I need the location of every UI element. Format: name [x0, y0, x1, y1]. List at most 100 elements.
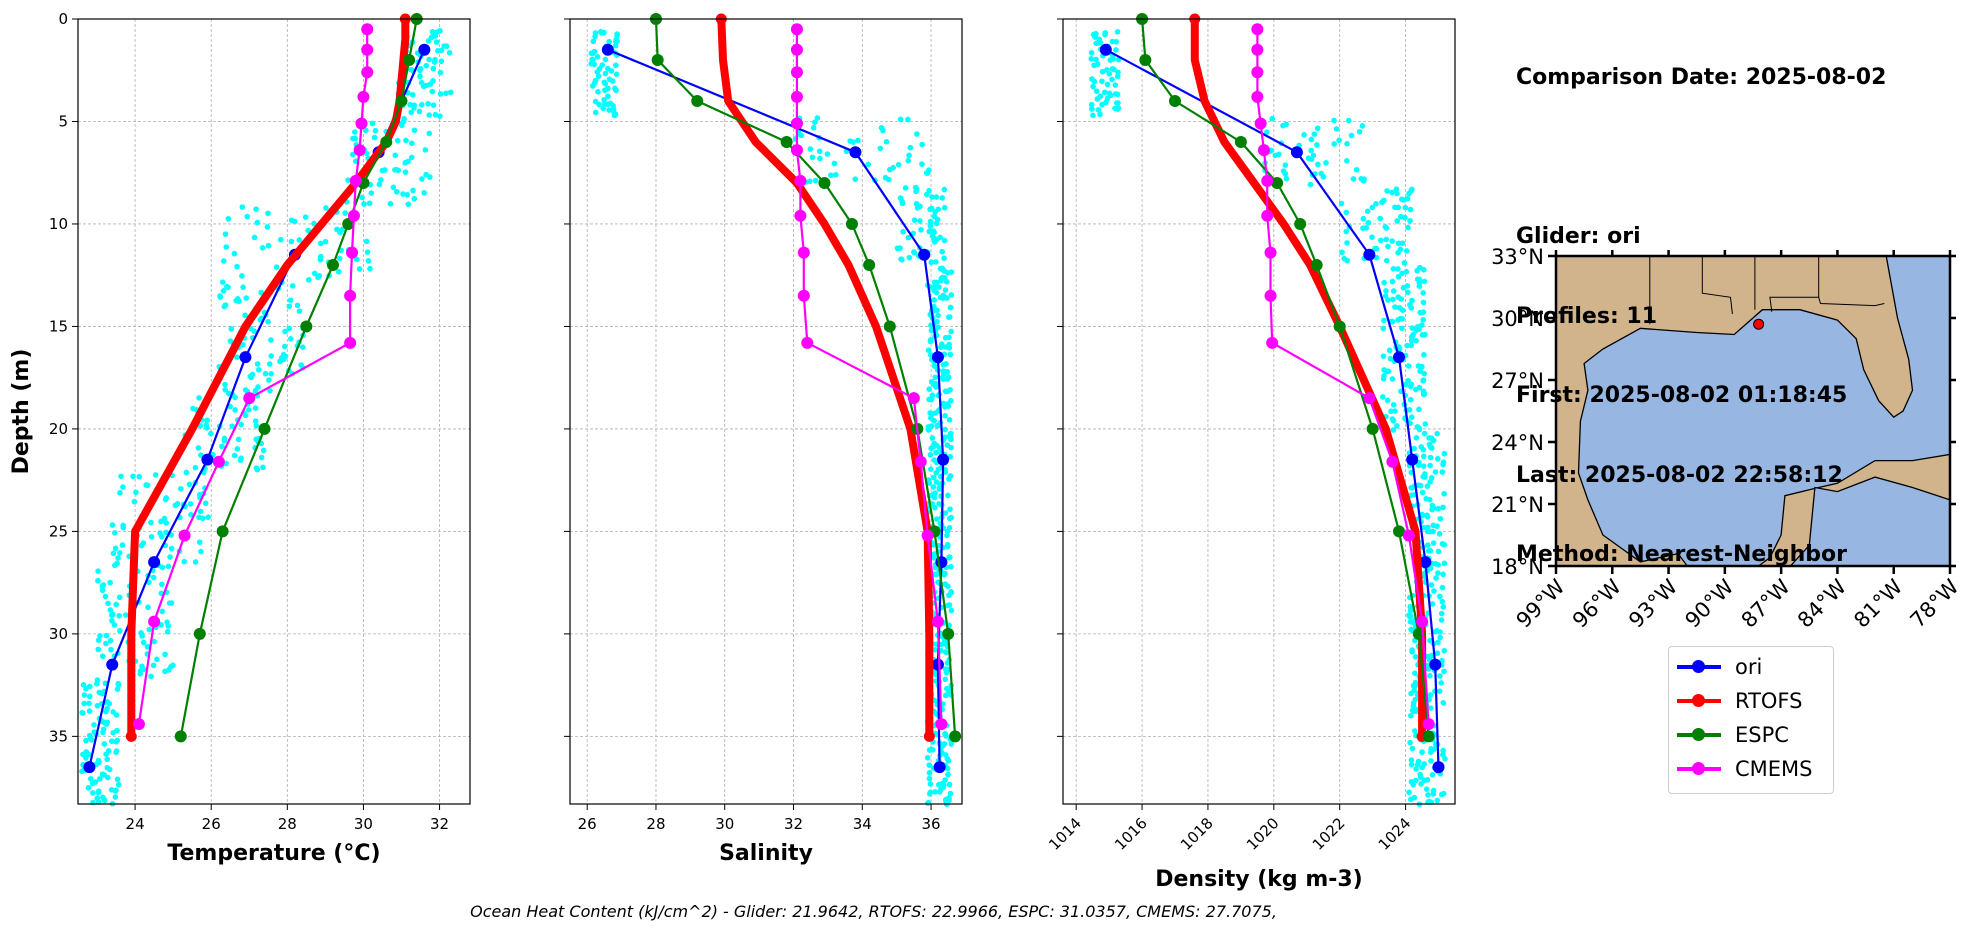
last-time: Last: 2025-08-02 22:58:12 — [1516, 462, 1843, 488]
glider-obs-point — [437, 69, 444, 76]
glider-obs-point — [365, 258, 372, 264]
glider-obs-point — [253, 206, 259, 212]
glider-obs-point — [403, 137, 409, 144]
data-point — [216, 525, 229, 538]
data-point — [937, 453, 950, 466]
glider-obs-point — [1331, 141, 1337, 147]
glider-obs-point — [120, 522, 126, 529]
glider-obs-point — [1393, 186, 1400, 193]
glider-obs-point — [1419, 764, 1425, 771]
glider-obs-point — [163, 520, 170, 526]
data-point — [1271, 176, 1284, 189]
glider-obs-point — [1419, 749, 1425, 755]
data-point — [1251, 90, 1264, 103]
glider-obs-point — [162, 651, 168, 658]
glider-obs-point — [1379, 199, 1385, 206]
glider-obs-point — [1439, 469, 1446, 475]
glider-obs-point — [933, 194, 940, 200]
glider-obs-point — [159, 608, 166, 615]
glider-obs-point — [81, 700, 87, 707]
glider-obs-point — [927, 781, 934, 787]
glider-obs-point — [238, 421, 244, 428]
glider-obs-point — [1088, 49, 1095, 56]
glider-obs-point — [948, 607, 955, 614]
y-tick-label: 10 — [49, 215, 68, 233]
glider-obs-point — [137, 671, 144, 677]
glider-obs-point — [363, 238, 370, 245]
glider-obs-point — [1432, 469, 1439, 475]
glider-obs-point — [259, 245, 266, 251]
glider-obs-point — [195, 445, 202, 451]
glider-obs-point — [112, 545, 119, 552]
glider-obs-point — [1403, 268, 1410, 275]
profile-count: Profiles: 11 — [1516, 303, 1658, 329]
glider-obs-point — [936, 445, 943, 452]
glider-obs-point — [115, 781, 122, 788]
glider-obs-point — [1088, 56, 1095, 62]
data-point — [326, 258, 339, 271]
glider-obs-point — [247, 373, 254, 380]
glider-obs-point — [1384, 397, 1391, 404]
glider-obs-point — [432, 111, 439, 118]
glider-obs-point — [337, 229, 343, 236]
glider-obs-point — [430, 65, 437, 72]
glider-obs-point — [1094, 61, 1101, 68]
glider-obs-point — [895, 161, 902, 168]
series-line-espc — [654, 18, 957, 737]
glider-obs-point — [928, 205, 935, 212]
glider-obs-point — [432, 58, 438, 64]
glider-obs-point — [198, 452, 204, 458]
glider-obs-point — [242, 387, 249, 393]
glider-obs-point — [1414, 761, 1421, 768]
glider-obs-point — [186, 481, 193, 488]
data-point — [601, 43, 614, 56]
glider-obs-point — [280, 351, 287, 358]
glider-obs-point — [95, 568, 101, 575]
glider-obs-point — [95, 577, 101, 584]
glider-obs-point — [1383, 287, 1389, 294]
glider-obs-point — [181, 558, 188, 565]
glider-obs-point — [219, 279, 226, 285]
series-espc — [174, 13, 423, 743]
data-point — [148, 556, 161, 569]
glider-obs-point — [225, 284, 231, 291]
glider-obs-point — [96, 689, 103, 696]
glider-obs-point — [1407, 613, 1413, 620]
glider-obs-point — [87, 734, 94, 741]
glider-obs-point — [117, 489, 123, 496]
axes-frame — [1062, 18, 1456, 805]
data-point — [921, 529, 934, 542]
glider-obs-point — [942, 426, 948, 433]
data-point — [361, 23, 374, 36]
glider-obs-point — [590, 38, 597, 45]
series-line-ori — [1105, 48, 1440, 768]
method: Method: Nearest-Neighbor — [1516, 542, 1847, 567]
glider-obs-point — [1394, 423, 1400, 429]
glider-obs-point — [944, 765, 951, 772]
glider-obs-point — [899, 256, 905, 263]
data-point — [797, 246, 810, 259]
glider-obs-point — [205, 514, 211, 520]
glider-obs-point — [824, 151, 831, 157]
glider-obs-point — [1280, 122, 1286, 129]
data-point — [1251, 23, 1264, 36]
glider-obs-point — [437, 113, 443, 119]
glider-obs-point — [1099, 68, 1106, 75]
legend-swatch-cmems — [1677, 762, 1721, 775]
glider-obs-point — [187, 501, 194, 507]
data-point — [790, 144, 803, 157]
data-point — [1393, 525, 1405, 538]
glider-obs-point — [1415, 363, 1422, 369]
glider-obs-point — [918, 226, 924, 233]
glider-obs-point — [100, 729, 106, 736]
panel-1: 24 26 28 30 32 0 5 10 15 20 25 30 35 Temperature (°C)… — [9, 10, 471, 866]
glider-obs-point — [1407, 383, 1414, 390]
glider-obs-point — [1263, 129, 1270, 135]
state-border — [1769, 256, 1820, 312]
glider-obs-point — [899, 198, 905, 205]
glider-obs-point — [97, 775, 103, 782]
glider-obs-point — [1427, 692, 1434, 698]
legend-swatch-rtofs — [1677, 694, 1721, 707]
glider-obs-point — [433, 39, 440, 45]
glider-obs-point — [1428, 582, 1435, 588]
